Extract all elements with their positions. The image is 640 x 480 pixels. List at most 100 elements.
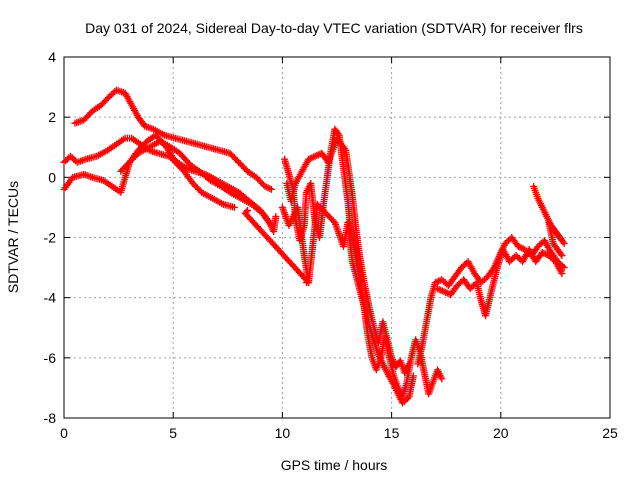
data-point (243, 206, 251, 214)
data-point (470, 282, 477, 290)
data-point (68, 154, 76, 162)
data-point (334, 130, 342, 138)
x-tick-label: 10 (275, 425, 291, 441)
data-point (266, 185, 274, 193)
data-point (503, 238, 511, 246)
data-point (267, 185, 275, 193)
data-point (230, 203, 238, 211)
y-tick-label: -8 (44, 410, 57, 426)
data-point (438, 287, 446, 295)
data-point (70, 155, 78, 163)
data-point (453, 282, 461, 290)
series-track-j (530, 182, 568, 260)
data-point (560, 264, 568, 272)
data-point (109, 89, 117, 97)
data-point (62, 157, 70, 165)
data-point (308, 154, 316, 162)
data-point (506, 258, 514, 266)
data-point (402, 396, 410, 404)
y-tick-label: 2 (48, 109, 56, 125)
data-point (106, 92, 114, 100)
data-point (557, 250, 565, 258)
data-point (263, 183, 271, 191)
data-point (457, 264, 465, 272)
data-point (459, 262, 467, 270)
data-point (468, 283, 476, 291)
data-point (409, 372, 417, 380)
chart-title: Day 031 of 2024, Sidereal Day-to-day VTE… (85, 20, 583, 36)
data-point (438, 375, 446, 383)
data-points (60, 86, 568, 407)
x-tick-label: 0 (60, 425, 68, 441)
x-tick-label: 5 (169, 425, 177, 441)
data-point (480, 276, 488, 284)
data-point (437, 286, 445, 294)
data-point (509, 255, 517, 263)
data-point (261, 182, 269, 190)
data-point (534, 243, 542, 251)
data-point (264, 184, 272, 192)
data-point (440, 288, 448, 296)
data-point (399, 399, 407, 407)
data-point (272, 212, 280, 220)
data-point (310, 153, 318, 161)
data-point (540, 249, 548, 257)
data-point (431, 279, 439, 287)
data-point (501, 240, 509, 248)
x-tick-label: 20 (493, 425, 509, 441)
y-tick-label: 0 (48, 169, 56, 185)
data-point (433, 278, 441, 286)
x-tick-label: 15 (384, 425, 400, 441)
data-point (466, 285, 474, 293)
data-point (400, 397, 408, 405)
series-track-g (278, 200, 417, 407)
data-point (305, 155, 313, 163)
series-track-b (71, 86, 275, 193)
series-track-i (433, 246, 566, 320)
data-point (455, 280, 463, 288)
data-point (433, 285, 441, 293)
data-point (60, 158, 68, 166)
data-point (311, 152, 319, 160)
x-axis-ticks: 0 5 10 15 20 25 (60, 57, 618, 441)
data-point (438, 276, 446, 284)
y-tick-label: -6 (44, 350, 57, 366)
data-point (405, 360, 413, 368)
data-point (514, 253, 522, 261)
data-point (536, 241, 544, 249)
data-point (436, 276, 444, 284)
data-point (558, 252, 566, 260)
data-point (514, 243, 522, 251)
data-point (545, 252, 553, 260)
data-point (479, 277, 487, 285)
grid-lines (64, 57, 610, 418)
data-point (442, 288, 450, 296)
data-point (512, 252, 520, 260)
data-point (67, 152, 75, 160)
data-point (108, 91, 116, 99)
y-tick-label: -2 (44, 230, 57, 246)
data-point (538, 249, 546, 257)
data-point (558, 270, 566, 278)
x-axis-label: GPS time / hours (281, 457, 388, 473)
y-tick-label: 4 (48, 49, 56, 65)
x-tick-label: 25 (602, 425, 618, 441)
data-point (518, 244, 526, 252)
data-point (104, 94, 112, 102)
data-point (546, 253, 554, 261)
y-tick-label: -4 (44, 290, 57, 306)
data-point (242, 208, 250, 216)
y-axis-ticks: -8 -6 -4 -2 0 2 4 (44, 49, 610, 426)
data-point (267, 221, 275, 229)
data-point (516, 243, 524, 251)
series-track-d (117, 131, 238, 211)
data-point (313, 152, 321, 160)
data-point (63, 155, 71, 163)
y-axis-label: SDTVAR / TECUs (5, 181, 21, 293)
series-outliers (241, 206, 313, 287)
data-point (542, 250, 550, 258)
data-point (439, 277, 447, 285)
data-point (507, 256, 515, 264)
data-point (306, 155, 314, 163)
